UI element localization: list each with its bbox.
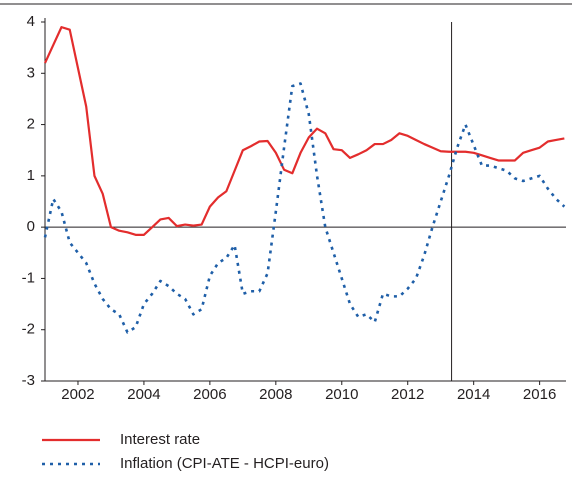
series-line <box>43 82 566 334</box>
x-tick-label: 2002 <box>61 386 94 403</box>
series-line <box>44 26 565 236</box>
x-tick-label: 2016 <box>523 386 556 403</box>
x-tick-label: 2006 <box>193 386 226 403</box>
legend-label: Inflation (CPI-ATE - HCPI-euro) <box>120 455 329 472</box>
x-tick-label: 2004 <box>127 386 160 403</box>
y-tick-label: 3 <box>27 64 35 81</box>
y-tick-label: -3 <box>22 372 35 389</box>
x-tick-label: 2008 <box>259 386 292 403</box>
y-tick-label: 4 <box>27 13 35 30</box>
y-tick-label: -2 <box>22 321 35 338</box>
y-tick-label: -1 <box>22 269 35 286</box>
x-tick-label: 2010 <box>325 386 358 403</box>
x-tick-label: 2012 <box>391 386 424 403</box>
legend-label: Interest rate <box>120 431 200 448</box>
y-tick-label: 0 <box>27 218 35 235</box>
x-tick-label: 2014 <box>457 386 490 403</box>
y-tick-label: 1 <box>27 167 35 184</box>
y-tick-label: 2 <box>27 116 35 133</box>
